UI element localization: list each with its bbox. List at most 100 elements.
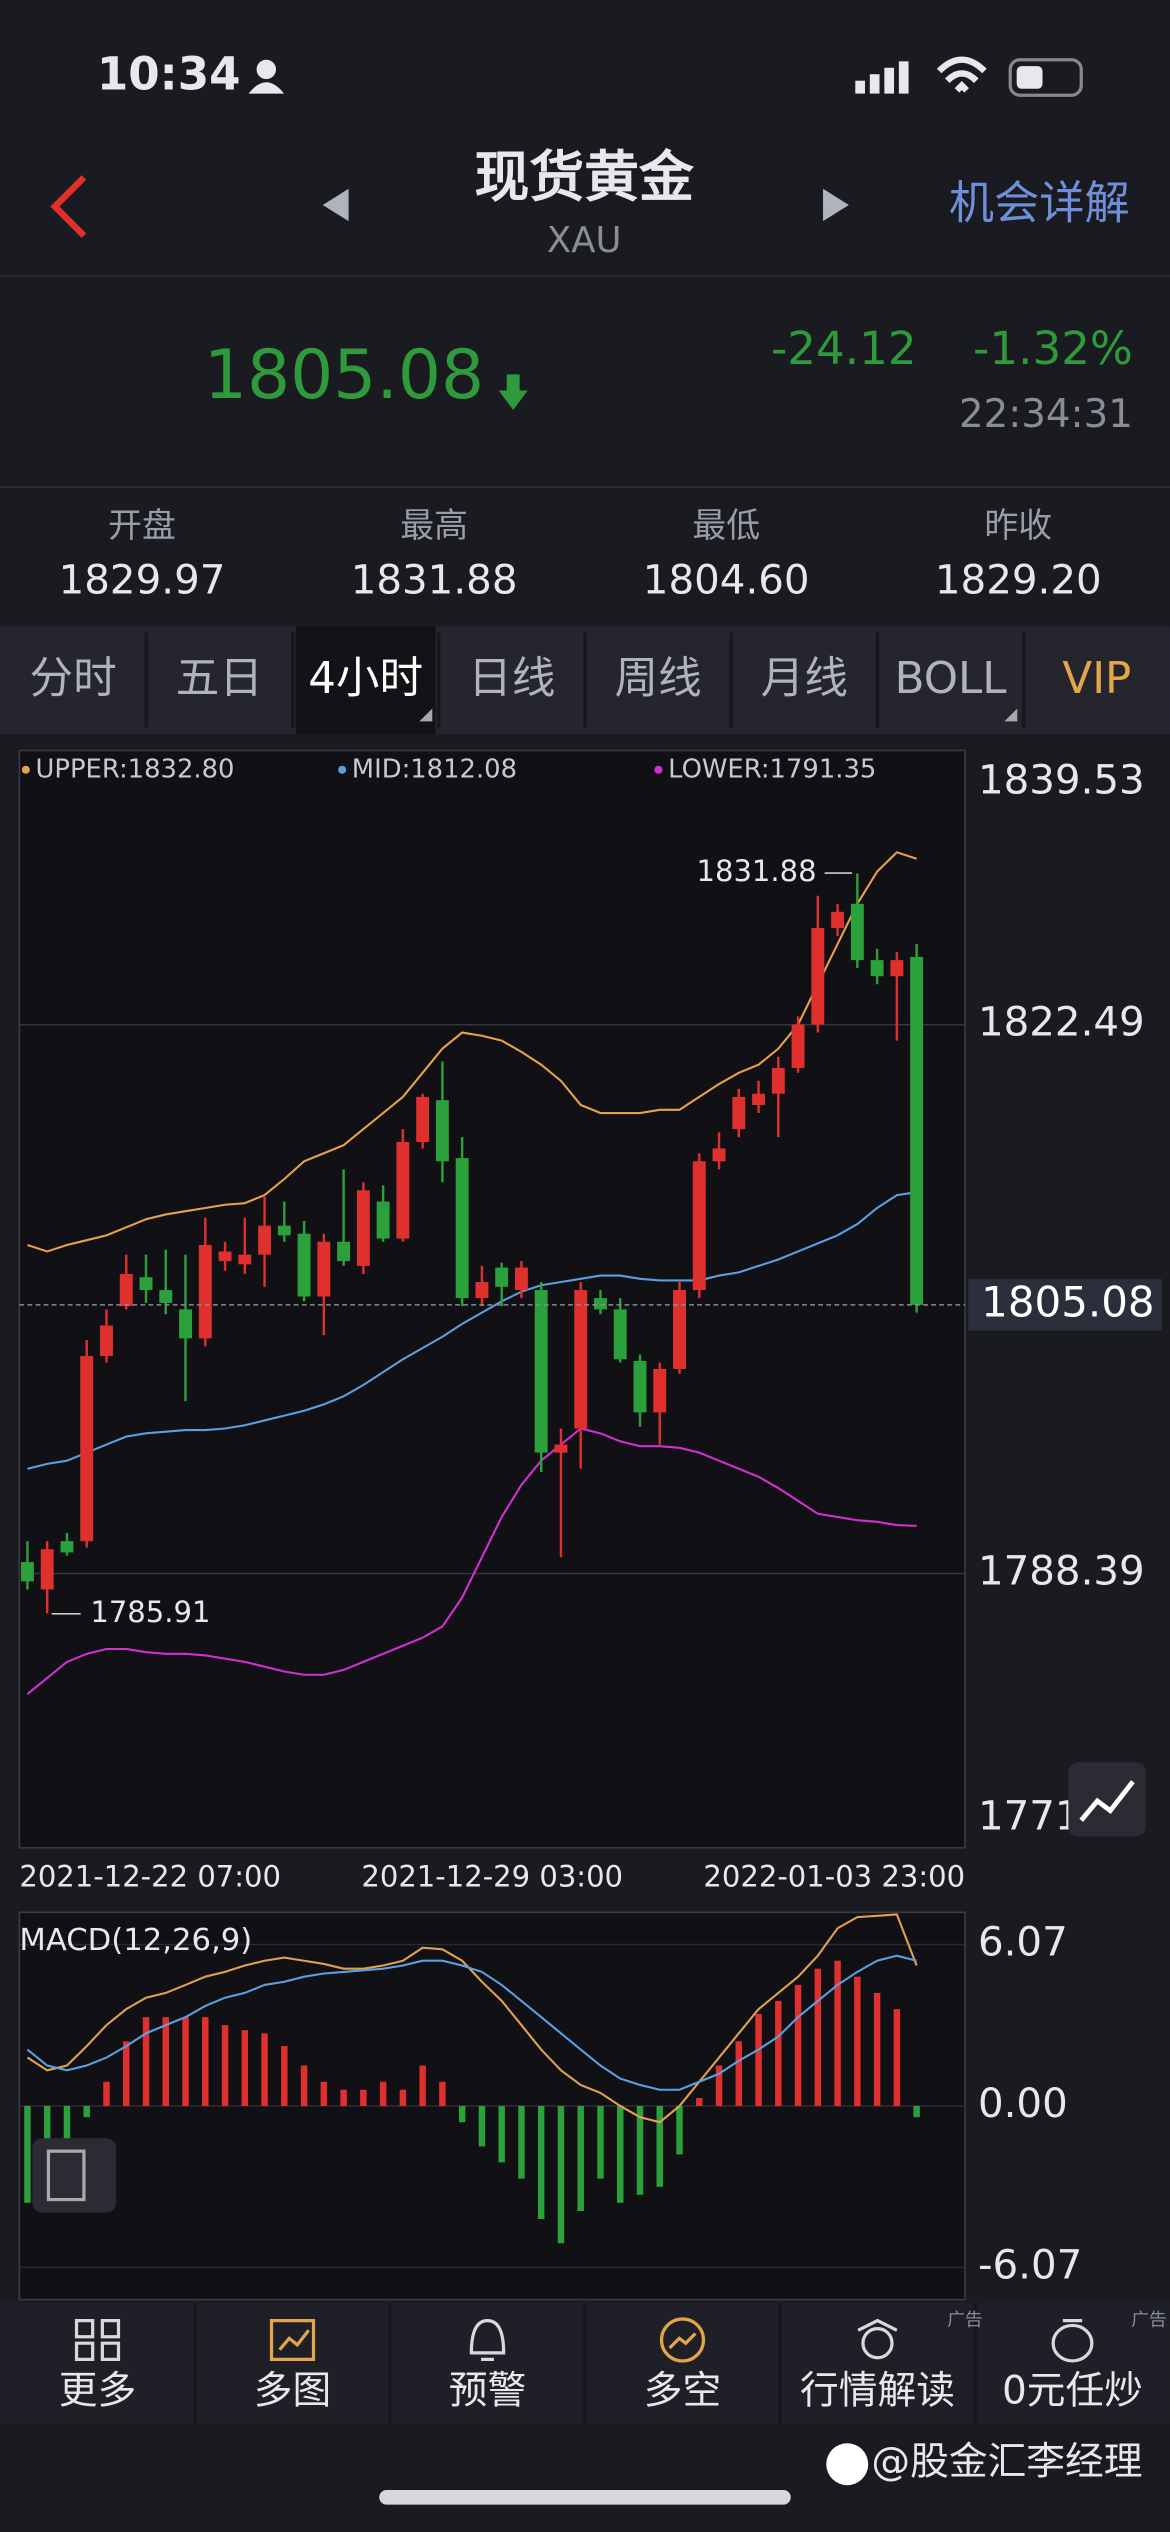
tab[interactable]: 分时: [30, 654, 117, 704]
candle-body: [218, 1251, 232, 1262]
prev-button[interactable]: [322, 188, 349, 222]
macd-title: MACD(12,26,9): [19, 1923, 252, 1958]
macd-bar: [379, 2081, 387, 2106]
y-tick-label: 0.00: [978, 2080, 1068, 2127]
stat-value: 1829.20: [935, 557, 1102, 604]
y-tick-label: 1822.49: [978, 999, 1145, 1046]
macd-bar: [202, 2017, 209, 2106]
watermark-icon: [826, 2443, 869, 2486]
macd-bar: [597, 2105, 604, 2179]
x-label: 2021-12-22 07:00: [19, 1859, 281, 1893]
nav-label[interactable]: 预警: [449, 2369, 526, 2414]
nav-label[interactable]: 0元任炒: [1002, 2369, 1143, 2414]
layout-button[interactable]: [32, 2138, 117, 2213]
nav-icon: [1051, 2318, 1094, 2363]
current-price-label: 1805.08: [981, 1277, 1154, 1326]
candle-body: [712, 1148, 726, 1162]
macd-bar: [873, 1992, 881, 2106]
macd-bar: [142, 2017, 150, 2106]
macd-bar: [676, 2105, 683, 2155]
candle-body: [416, 1096, 430, 1142]
tab[interactable]: VIP: [1062, 654, 1131, 704]
price-chart: [18, 749, 966, 1849]
candle-body: [811, 927, 825, 1025]
back-button[interactable]: [50, 175, 87, 238]
last-price: 1805.08: [204, 335, 484, 414]
candle-body: [633, 1360, 647, 1413]
macd-bar: [834, 1960, 841, 2106]
macd-bar: [755, 2013, 762, 2106]
candle-body: [653, 1368, 667, 1413]
chart-tool-button[interactable]: [1068, 1762, 1146, 1837]
home-indicator: [379, 2490, 791, 2505]
legend-label: LOWER:1791.35: [668, 754, 876, 784]
candle-body: [179, 1309, 192, 1339]
candle-body: [752, 1093, 766, 1105]
candle-body: [514, 1267, 528, 1291]
candle-body: [258, 1225, 272, 1255]
band-line: [26, 1427, 917, 1695]
y-tick-label: 1788.39: [978, 1548, 1145, 1595]
nav-icon: [857, 2318, 898, 2360]
candle-body: [139, 1277, 153, 1291]
tab[interactable]: 周线: [615, 654, 702, 704]
watermark: @股金汇李经理: [871, 2440, 1142, 2485]
y-tick-label: 6.07: [978, 1919, 1068, 1966]
legend-swatch: [338, 765, 347, 774]
macd-bar: [103, 2081, 110, 2106]
chart-tool-icon: [1079, 1780, 1135, 1822]
nav-label[interactable]: 多图: [254, 2369, 331, 2414]
candle-body: [455, 1158, 469, 1299]
ad-label: 广告: [1131, 2310, 1167, 2331]
stat-value: 1804.60: [643, 557, 810, 604]
legend-label: UPPER:1832.80: [36, 754, 235, 784]
tab[interactable]: 五日: [176, 654, 263, 704]
macd-bar: [241, 2030, 249, 2106]
macd-bar: [498, 2105, 505, 2163]
user-icon-body: [248, 82, 285, 94]
wifi-icon: [936, 56, 987, 93]
tab-selected: [295, 626, 436, 735]
nav-label[interactable]: 行情解读: [800, 2369, 955, 2414]
macd-bar: [814, 1968, 822, 2106]
macd-bar: [893, 2009, 901, 2106]
macd-bar: [617, 2105, 624, 2203]
macd-bar: [458, 2105, 466, 2123]
macd-bar: [419, 2065, 426, 2106]
macd-bar: [518, 2105, 525, 2179]
band-line: [27, 851, 917, 1253]
macd-bar: [320, 2081, 328, 2106]
price-change-pct: -1.32%: [973, 322, 1133, 375]
tab[interactable]: BOLL: [895, 654, 1008, 704]
macd-bar: [360, 2089, 367, 2106]
macd-bar: [696, 2097, 703, 2106]
title: 现货黄金: [474, 145, 694, 209]
high-annotation: 1831.88: [697, 854, 817, 888]
candle-body: [870, 960, 884, 977]
stats: 开盘 1829.97 最高 1831.88 最低 1804.60 昨收 1829.20: [59, 506, 1102, 603]
nav-label[interactable]: 更多: [59, 2369, 136, 2414]
tab[interactable]: 4小时: [308, 654, 423, 704]
macd-bar: [83, 2105, 90, 2118]
macd-bar: [340, 2089, 347, 2106]
macd-bar: [399, 2089, 407, 2106]
macd-line: [26, 1913, 918, 2124]
stat-label: 开盘: [108, 506, 176, 545]
candle-body: [337, 1241, 351, 1262]
next-button[interactable]: [823, 188, 849, 222]
candle-body: [673, 1290, 686, 1369]
candle-body: [100, 1325, 113, 1357]
nav-label[interactable]: 多空: [644, 2369, 721, 2414]
current-price-tag: [968, 1279, 1162, 1331]
macd-bar: [221, 2025, 229, 2106]
stat-label: 昨收: [984, 506, 1052, 545]
candle-body: [159, 1290, 173, 1303]
macd-bar: [478, 2105, 486, 2147]
detail-link[interactable]: 机会详解: [949, 177, 1130, 230]
tab[interactable]: 日线: [468, 654, 555, 704]
macd-bar: [557, 2105, 565, 2244]
tabs: 分时 五日 4小时 日线 周线 月线 BOLL VIP: [30, 626, 1131, 735]
macd-bar: [715, 2065, 723, 2106]
tab[interactable]: 月线: [761, 654, 848, 704]
